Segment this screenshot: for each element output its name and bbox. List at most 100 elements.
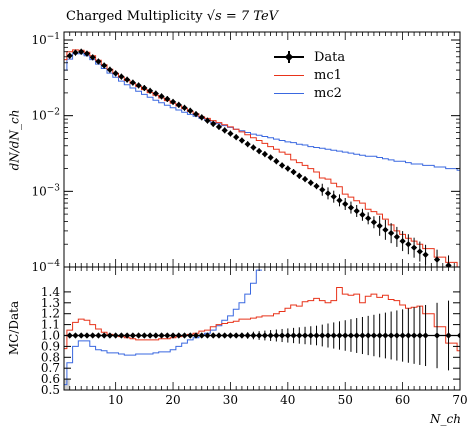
ratio-data-point bbox=[221, 332, 228, 339]
data-point bbox=[342, 200, 349, 208]
data-point bbox=[101, 62, 108, 69]
ratio-y-tick-label: 1.0 bbox=[41, 329, 60, 343]
data-point bbox=[152, 90, 159, 97]
data-point bbox=[106, 66, 114, 73]
x-tick-label: 10 bbox=[108, 393, 123, 407]
ratio-data-point bbox=[284, 332, 291, 339]
ratio-data-point bbox=[72, 332, 79, 339]
data-point bbox=[135, 82, 142, 89]
top-y-tick-label: 10−3 bbox=[31, 183, 60, 198]
data-point bbox=[175, 101, 182, 108]
legend-mc2-line bbox=[274, 87, 304, 99]
ratio-data-point bbox=[278, 332, 286, 339]
ratio-mc2-line bbox=[64, 269, 262, 386]
data-point bbox=[301, 176, 309, 183]
ratio-data-point bbox=[256, 332, 263, 339]
legend-mc1-line bbox=[274, 69, 304, 81]
ratio-data-point bbox=[342, 332, 349, 339]
x-axis-label: N_ch bbox=[430, 412, 461, 426]
ratio-data-point bbox=[198, 332, 205, 339]
data-point bbox=[359, 211, 366, 218]
data-point bbox=[410, 244, 418, 251]
ratio-data-point bbox=[129, 332, 136, 339]
ratio-data-point bbox=[227, 332, 234, 339]
data-point bbox=[307, 179, 314, 186]
data-point bbox=[405, 241, 412, 248]
ratio-data-point bbox=[330, 332, 337, 339]
ratio-data-point bbox=[433, 332, 441, 339]
legend-data-symbol bbox=[274, 51, 304, 63]
ratio-data-point bbox=[296, 332, 303, 339]
data-point bbox=[273, 158, 280, 165]
ratio-data-point bbox=[410, 332, 418, 339]
legend-label: mc1 bbox=[314, 67, 342, 83]
ratio-data-point bbox=[141, 332, 148, 339]
legend-item-mc1: mc1 bbox=[274, 66, 345, 84]
ratio-data-point bbox=[89, 332, 96, 339]
ratio-data-point bbox=[290, 332, 297, 339]
x-tick-label: 70 bbox=[452, 393, 467, 407]
ratio-data-point bbox=[83, 332, 91, 339]
ratio-y-tick-label: 1.2 bbox=[41, 307, 60, 321]
data-point bbox=[422, 251, 429, 258]
data-point bbox=[124, 76, 131, 83]
ratio-y-tick-label: 0.6 bbox=[41, 372, 60, 386]
ratio-data-point bbox=[146, 332, 154, 339]
ratio-data-point bbox=[307, 332, 314, 339]
data-point bbox=[278, 162, 286, 169]
legend: Data mc1 mc2 bbox=[274, 48, 345, 102]
data-point bbox=[187, 107, 194, 114]
ratio-data-point bbox=[152, 332, 159, 339]
x-tick-label: 50 bbox=[338, 393, 353, 407]
ratio-data-point bbox=[215, 332, 223, 339]
ratio-data-point bbox=[135, 332, 142, 339]
ratio-frame bbox=[63, 266, 461, 391]
ratio-data-point bbox=[78, 332, 85, 339]
data-point bbox=[388, 230, 395, 237]
ratio-data-point bbox=[233, 332, 240, 339]
data-point bbox=[250, 144, 257, 151]
data-point bbox=[198, 114, 205, 121]
data-point bbox=[146, 87, 154, 94]
ratio-data-point bbox=[106, 332, 114, 339]
data-point bbox=[118, 73, 125, 80]
data-point bbox=[433, 256, 441, 263]
ratio-data-point bbox=[261, 332, 268, 339]
legend-item-mc2: mc2 bbox=[274, 84, 345, 102]
data-point bbox=[66, 52, 73, 59]
data-point bbox=[313, 183, 320, 190]
x-tick-label: 60 bbox=[395, 393, 410, 407]
ratio-y-tick-label: 0.9 bbox=[41, 339, 60, 353]
chart-title: Charged Multiplicity √s = 7 TeV bbox=[66, 9, 279, 24]
data-point bbox=[129, 79, 136, 86]
legend-label: Data bbox=[314, 49, 346, 65]
x-tick-label: 20 bbox=[165, 393, 180, 407]
x-tick-label: 30 bbox=[223, 393, 238, 407]
data-point bbox=[227, 130, 234, 137]
data-point bbox=[244, 141, 251, 148]
ratio-data-point bbox=[370, 332, 378, 339]
main-plot-area bbox=[64, 48, 460, 267]
ratio-data-point bbox=[319, 332, 326, 339]
data-point bbox=[382, 226, 389, 233]
data-point bbox=[95, 58, 102, 65]
ratio-data-point bbox=[158, 332, 165, 339]
ratio-data-point bbox=[313, 332, 320, 339]
data-point bbox=[233, 134, 240, 141]
data-point bbox=[330, 193, 337, 200]
data-point bbox=[204, 117, 211, 124]
top-y-axis-label: dN/dN_ch bbox=[7, 109, 22, 171]
ratio-data-point bbox=[336, 332, 343, 339]
energy-label: √s = 7 TeV bbox=[206, 9, 279, 24]
top-y-tick-label: 10−1 bbox=[31, 32, 60, 47]
ratio-data-point bbox=[210, 332, 217, 339]
data-point bbox=[284, 165, 291, 172]
ratio-data-point bbox=[324, 332, 332, 339]
ratio-data-point bbox=[244, 332, 251, 339]
legend-item-data: Data bbox=[274, 48, 345, 66]
data-point bbox=[221, 127, 228, 134]
ratio-data-point bbox=[399, 332, 406, 339]
ratio-data-point bbox=[238, 332, 246, 339]
data-point bbox=[215, 123, 223, 131]
